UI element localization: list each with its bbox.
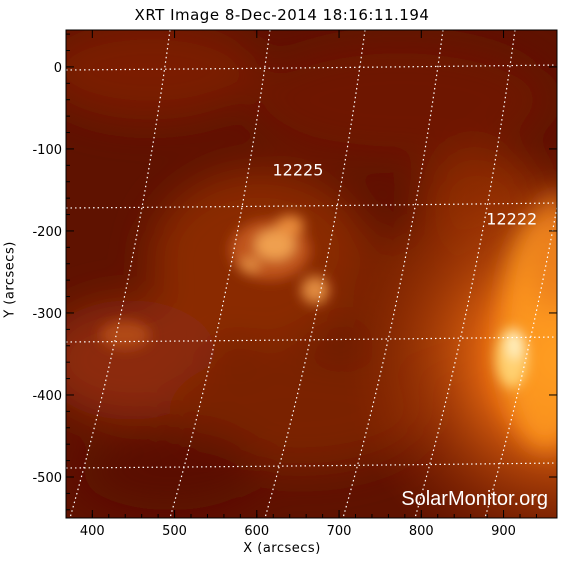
y-tick-label: -400	[32, 389, 62, 404]
active-region-labels: 12225 12222	[272, 160, 537, 228]
plot-frame	[65, 29, 558, 519]
y-tick-label: -300	[32, 307, 62, 322]
active-region-label: 12225	[272, 160, 323, 179]
plot-title: XRT Image 8-Dec-2014 18:16:11.194	[134, 6, 430, 24]
x-tick-label: 400	[80, 524, 105, 539]
xrt-image	[66, 30, 557, 518]
heliographic-grid	[66, 30, 557, 518]
longitude-line	[69, 30, 171, 518]
y-tick-label: 0	[54, 61, 62, 76]
longitude-line	[484, 203, 557, 518]
y-tick-label: -200	[32, 225, 62, 240]
longitude-line	[169, 30, 271, 518]
x-tick-label: 800	[409, 524, 434, 539]
y-axis-label: Y (arcsecs)	[2, 241, 18, 318]
longitude-line	[264, 30, 366, 518]
solarmonitor-watermark: SolarMonitor.org	[401, 488, 548, 510]
y-tick-label: -100	[32, 143, 62, 158]
longitude-line	[414, 30, 516, 518]
longitude-line	[342, 30, 444, 518]
x-tick-label: 700	[327, 524, 352, 539]
x-tick-label: 500	[162, 524, 187, 539]
x-tick-label: 900	[491, 524, 516, 539]
x-axis-label: X (arcsecs)	[243, 541, 321, 556]
axes: 400 500 600 700 800 900 0 -100 -200 -300 -400 -500	[32, 30, 557, 539]
active-region-label: 12222	[486, 210, 537, 229]
x-tick-label: 600	[244, 524, 269, 539]
y-tick-label: -500	[32, 471, 62, 486]
